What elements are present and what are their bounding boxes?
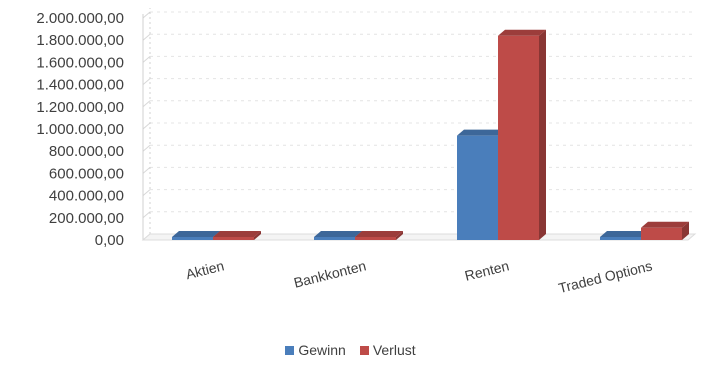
bar-verlust-bankkonten bbox=[355, 237, 396, 240]
bar-gewinn-bankkonten bbox=[314, 237, 355, 240]
y-tick-label: 600.000,00 bbox=[49, 165, 124, 182]
bar-side-verlust-renten bbox=[539, 29, 546, 241]
bar-verlust-renten bbox=[498, 35, 539, 241]
bar-top-verlust-bankkonten bbox=[355, 231, 403, 237]
bar-top-verlust-renten bbox=[498, 29, 546, 36]
y-tick-label: 1.800.000,00 bbox=[36, 32, 124, 49]
x-tick-label: Traded Options bbox=[557, 257, 654, 296]
bar-side-verlust-traded-options bbox=[682, 221, 689, 240]
x-tick-label: Renten bbox=[463, 257, 511, 283]
gridline-side bbox=[142, 189, 151, 196]
y-tick-label: 800.000,00 bbox=[49, 143, 124, 160]
y-tick-label: 2.000.000,00 bbox=[36, 10, 124, 27]
x-tick-label: Aktien bbox=[184, 257, 226, 282]
gridline-side bbox=[142, 33, 151, 41]
gridline-side bbox=[142, 211, 151, 219]
bar-verlust-aktien bbox=[213, 237, 254, 240]
legend-swatch-gewinn bbox=[285, 345, 295, 355]
y-tick-label: 0,00 bbox=[95, 232, 124, 249]
bar-top-verlust-traded-options bbox=[641, 221, 689, 228]
legend-item-gewinn: Gewinn bbox=[285, 342, 346, 358]
legend-swatch-verlust bbox=[359, 345, 369, 355]
bar-top-gewinn-traded-options bbox=[600, 231, 648, 237]
bar-side-verlust-bankkonten bbox=[396, 231, 403, 240]
bar-top-gewinn-aktien bbox=[172, 231, 220, 237]
y-tick-label: 200.000,00 bbox=[49, 210, 124, 227]
y-tick-label: 1.400.000,00 bbox=[36, 77, 124, 94]
legend-label-gewinn: Gewinn bbox=[298, 342, 346, 358]
bar-gewinn-aktien bbox=[172, 237, 213, 240]
bar-chart: 0,00 200.000,00 400.000,00 600.000,00 800.00… bbox=[36, 8, 697, 296]
legend-item-verlust: Verlust bbox=[359, 342, 416, 358]
y-tick-label: 1.200.000,00 bbox=[36, 99, 124, 116]
y-tick-label: 1.600.000,00 bbox=[36, 54, 124, 71]
bar-verlust-traded-options bbox=[641, 227, 682, 240]
bar-top-verlust-aktien bbox=[213, 231, 261, 237]
gridline-side bbox=[142, 11, 151, 19]
bar-gewinn-renten bbox=[457, 135, 498, 240]
bar-top-gewinn-renten bbox=[457, 129, 505, 136]
legend-label-verlust: Verlust bbox=[372, 342, 416, 358]
gridline-side bbox=[142, 100, 151, 108]
bar-top-gewinn-bankkonten bbox=[314, 231, 362, 237]
gridline-side bbox=[142, 56, 151, 63]
gridline-side bbox=[142, 78, 151, 85]
bar-gewinn-traded-options bbox=[600, 237, 641, 240]
gridline-side bbox=[142, 167, 151, 174]
gridline-side bbox=[142, 144, 151, 152]
x-tick-label: Bankkonten bbox=[292, 257, 368, 290]
gridline-side bbox=[142, 122, 151, 130]
bar-side-verlust-aktien bbox=[254, 231, 261, 240]
y-tick-label: 400.000,00 bbox=[49, 188, 124, 205]
y-tick-label: 1.000.000,00 bbox=[36, 121, 124, 138]
legend: Gewinn Verlust bbox=[0, 342, 701, 358]
